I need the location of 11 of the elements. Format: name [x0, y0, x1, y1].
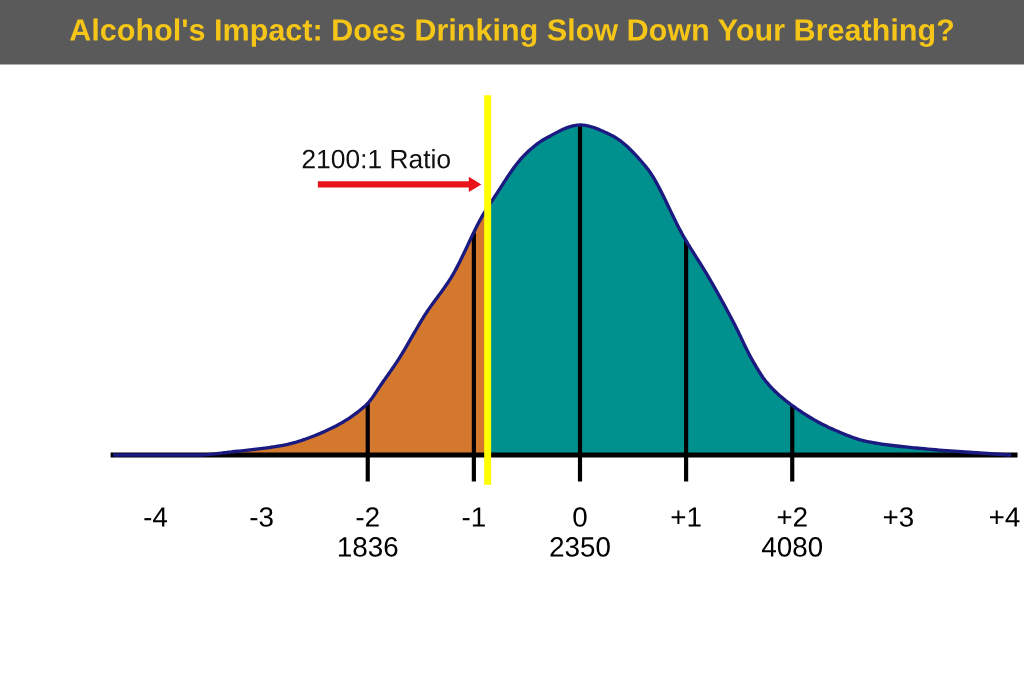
x-tick-label: -3: [250, 507, 273, 527]
x-tick-label: -2 1836: [338, 507, 398, 557]
x-tick-label: +1: [671, 507, 701, 527]
x-tick-label: +3: [883, 507, 913, 527]
x-tick-label: -1: [462, 507, 485, 527]
x-tick-label: +2 4080: [761, 507, 823, 557]
x-tick-label: 0 2350: [550, 507, 610, 557]
x-tick-label: -4: [144, 507, 168, 527]
annotation: 2100:1 Ratio: [302, 149, 450, 169]
x-tick-label: +4: [990, 507, 1020, 527]
chart-title: Alcohol's Impact: Does Drinking Slow Down Your Breathing?: [70, 18, 954, 47]
